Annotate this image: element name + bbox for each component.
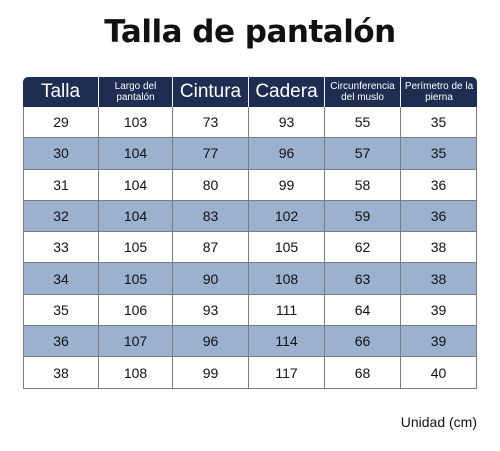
table-cell: 114 — [249, 326, 325, 358]
table-row: 38 108 99 117 68 40 — [23, 357, 477, 389]
table-cell: 105 — [99, 232, 173, 264]
header-muslo: Circunferencia del muslo — [325, 77, 401, 107]
table-cell: 96 — [249, 138, 325, 170]
table-cell: 38 — [401, 263, 477, 295]
table-cell: 111 — [249, 294, 325, 327]
table-cell: 39 — [401, 294, 477, 327]
table-cell: 68 — [325, 357, 401, 389]
table-cell: 102 — [249, 200, 325, 233]
unit-note: Unidad (cm) — [400, 414, 477, 430]
table-cell: 34 — [23, 263, 99, 295]
table-cell: 108 — [249, 263, 325, 295]
table-cell: 64 — [325, 294, 401, 327]
table-cell: 36 — [23, 326, 99, 358]
page-title: Talla de pantalón — [104, 14, 396, 50]
table-cell: 96 — [173, 326, 249, 358]
table-cell: 104 — [99, 200, 173, 233]
table-cell: 55 — [325, 107, 401, 139]
size-table: Talla Largo del pantalón Cintura Cadera … — [23, 77, 477, 389]
header-cintura: Cintura — [173, 77, 249, 107]
table-cell: 32 — [23, 200, 99, 233]
table-cell: 38 — [23, 357, 99, 389]
table-cell: 99 — [173, 357, 249, 389]
header-talla: Talla — [23, 77, 99, 107]
table-row: 32 104 83 102 59 36 — [23, 200, 477, 233]
table-cell: 80 — [173, 169, 249, 201]
table-row: 35 106 93 111 64 39 — [23, 294, 477, 327]
table-cell: 62 — [325, 232, 401, 264]
table-row: 33 105 87 105 62 38 — [23, 232, 477, 264]
header-largo: Largo del pantalón — [99, 77, 173, 107]
table-cell: 35 — [401, 107, 477, 139]
table-body: 29 103 73 93 55 35 30 104 77 96 57 35 31 104 80 99 58 36 3… — [23, 107, 477, 389]
table-cell: 36 — [401, 169, 477, 201]
table-row: 34 105 90 108 63 38 — [23, 263, 477, 295]
header-pierna: Perímetro de la pierna — [401, 77, 477, 107]
table-cell: 93 — [249, 107, 325, 139]
table-cell: 107 — [99, 326, 173, 358]
table-cell: 105 — [99, 263, 173, 295]
table-cell: 77 — [173, 138, 249, 170]
table-cell: 30 — [23, 138, 99, 170]
table-cell: 99 — [249, 169, 325, 201]
table-cell: 117 — [249, 357, 325, 389]
table-cell: 104 — [99, 138, 173, 170]
table-cell: 40 — [401, 357, 477, 389]
table-cell: 90 — [173, 263, 249, 295]
table-cell: 36 — [401, 200, 477, 233]
table-cell: 87 — [173, 232, 249, 264]
table-cell: 73 — [173, 107, 249, 139]
table-cell: 103 — [99, 107, 173, 139]
header-row: Talla Largo del pantalón Cintura Cadera … — [23, 77, 477, 107]
table-cell: 106 — [99, 294, 173, 327]
table-cell: 57 — [325, 138, 401, 170]
table-row: 30 104 77 96 57 35 — [23, 138, 477, 170]
table-cell: 35 — [23, 294, 99, 327]
table-row: 29 103 73 93 55 35 — [23, 107, 477, 139]
table-cell: 33 — [23, 232, 99, 264]
table-cell: 93 — [173, 294, 249, 327]
table-cell: 29 — [23, 107, 99, 139]
header-cadera: Cadera — [249, 77, 325, 107]
table-cell: 59 — [325, 200, 401, 233]
table-row: 31 104 80 99 58 36 — [23, 169, 477, 201]
table-cell: 39 — [401, 326, 477, 358]
table-cell: 108 — [99, 357, 173, 389]
table-cell: 31 — [23, 169, 99, 201]
table-cell: 83 — [173, 200, 249, 233]
table-cell: 66 — [325, 326, 401, 358]
table-cell: 58 — [325, 169, 401, 201]
table-cell: 35 — [401, 138, 477, 170]
table-cell: 63 — [325, 263, 401, 295]
table-cell: 105 — [249, 232, 325, 264]
table-cell: 104 — [99, 169, 173, 201]
table-row: 36 107 96 114 66 39 — [23, 326, 477, 358]
table-cell: 38 — [401, 232, 477, 264]
